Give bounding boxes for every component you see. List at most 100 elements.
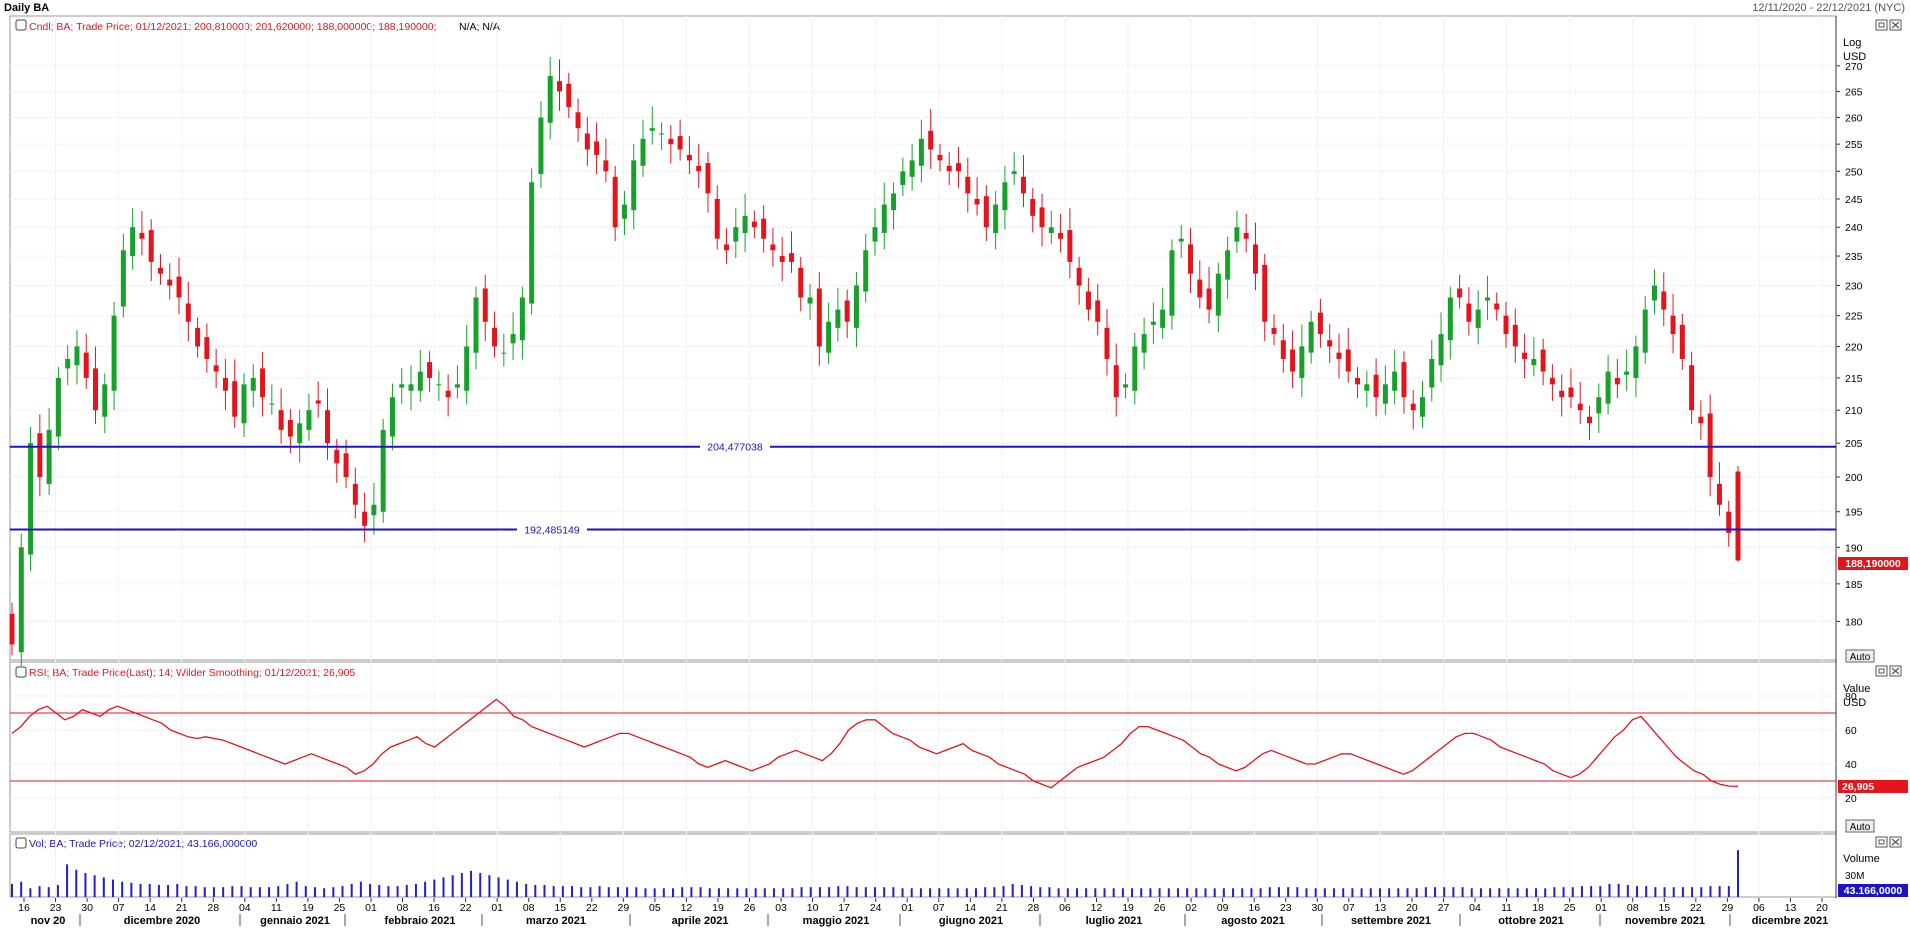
x-day-label: 21 [996,902,1008,914]
volume-bar [754,888,757,897]
candle [937,144,943,172]
candle-body [779,256,785,262]
rsi-axis-title: Value [1843,683,1870,695]
volume-bar [332,887,335,897]
candle-body [501,352,507,354]
volume-bar [993,887,996,897]
price-legend[interactable]: Cndl; BA; Trade Price; 01/12/2021; 200,8… [15,19,500,33]
candle [222,358,228,411]
candle [640,119,646,177]
candle [65,345,71,385]
candle-body [250,377,256,391]
volume-bar [974,888,977,897]
legend-settings-icon[interactable] [15,19,27,31]
price-panel-buttons[interactable] [1875,19,1902,31]
price-auto-label: Auto [1850,652,1871,663]
x-day-label: 22 [1690,902,1702,914]
candle [1327,323,1333,363]
candle-body [918,138,924,166]
candle [1364,370,1370,408]
volume-legend-settings-icon[interactable] [15,837,27,849]
candle [1689,351,1695,424]
candle-body [770,244,776,251]
candle-body [1058,232,1064,239]
candle [278,388,284,444]
rsi-legend-settings-icon[interactable] [15,666,27,678]
rsi-panel-buttons[interactable] [1875,665,1902,677]
volume-bar [1222,888,1225,897]
volume-bar [984,887,987,897]
volume-bar [1663,887,1666,897]
candle-body [1707,413,1713,478]
candle [1577,381,1583,424]
volume-bar [1085,888,1088,897]
price-tick-label: 210 [1845,405,1863,417]
volume-bar [341,886,344,897]
volume-bar [1636,886,1639,897]
candle-body [1540,349,1546,372]
candle-body [1596,397,1602,414]
x-day-label: 08 [397,902,409,914]
candle [918,119,924,183]
volume-bar [1525,888,1528,897]
candle [1419,380,1425,428]
volume-bar [387,886,390,897]
candle-body [1225,250,1231,280]
volume-panel-buttons[interactable] [1875,836,1902,848]
candle-body [1401,362,1407,398]
candle [649,106,655,145]
volume-bar [1094,888,1097,897]
volume-bar [1489,888,1492,897]
x-day-label: 03 [775,902,787,914]
rsi-legend[interactable]: RSI; BA; Trade Price(Last); 14; Wilder S… [15,666,355,679]
candle-body [1549,377,1555,385]
candle [1123,373,1129,399]
candle [473,286,479,370]
volume-bar [1424,887,1427,897]
volume-bar [47,887,50,897]
candle-body [362,511,368,526]
candle [1438,312,1444,382]
volume-bar [800,887,803,897]
volume-panel-maximize-icon[interactable] [1875,836,1888,848]
x-day-label: 08 [1627,902,1639,914]
candle-body [1661,291,1667,310]
volume-bar [874,887,876,897]
volume-bar [1103,888,1106,897]
x-month-label: maggio 2021 [803,915,870,927]
volume-bar [277,886,280,897]
rsi-panel-maximize-icon[interactable] [1875,665,1888,677]
volume-bar [589,887,592,897]
candle [1531,337,1537,377]
x-day-label: 10 [807,902,819,914]
candle-body [1067,230,1073,262]
volume-bar [1645,886,1648,897]
candle [594,122,600,175]
volume-bar [1287,887,1290,897]
candle [1141,317,1147,370]
volume-bar [745,888,748,897]
x-day-label: 08 [523,902,535,914]
candle [1308,310,1314,364]
candle [1317,298,1323,348]
volume-legend[interactable]: Vol; BA; Trade Price; 02/12/2021; 43.166… [15,837,257,850]
volume-bar [323,888,326,897]
panel-maximize-icon[interactable] [1875,19,1888,31]
volume-bar [414,883,417,897]
x-month-label: marzo 2021 [526,915,586,927]
volume-bar [1039,887,1042,897]
volume-bar [607,887,610,897]
candle [1355,367,1361,399]
volume-bar [268,887,271,897]
candle-body [139,232,145,239]
volume-bar [212,887,215,897]
volume-bar [1654,887,1657,897]
volume-bar [1434,887,1437,897]
volume-bar [965,888,968,897]
volume-bar [791,888,794,897]
candle-body [1178,238,1184,242]
rsi-auto-button[interactable]: Auto [1845,819,1875,833]
candle [1169,239,1175,330]
volume-bar [1562,887,1565,897]
price-auto-button[interactable]: Auto [1845,649,1875,663]
